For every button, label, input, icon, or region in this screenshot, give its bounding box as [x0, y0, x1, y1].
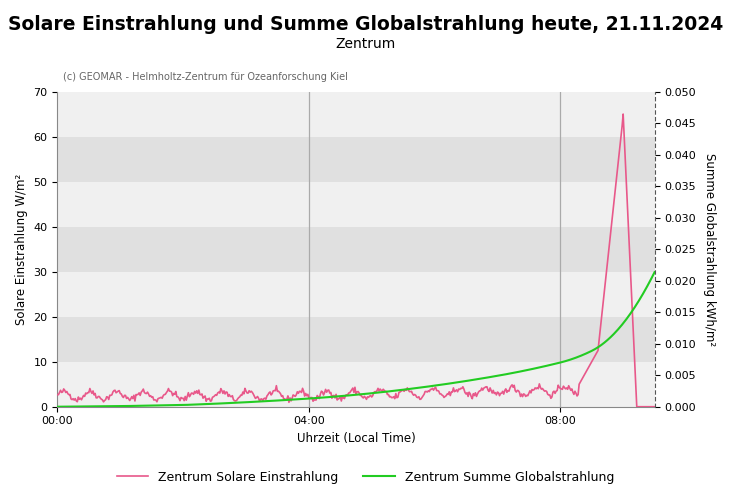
- Zentrum Summe Globalstrahlung: [53, 404, 62, 409]
- Line: Zentrum Solare Einstrahlung: Zentrum Solare Einstrahlung: [58, 114, 654, 406]
- Bar: [58, 272, 654, 316]
- Bar: [58, 362, 654, 406]
- Zentrum Summe Globalstrahlung: [504, 370, 513, 376]
- Bar: [58, 182, 654, 226]
- Zentrum Solare Einstrahlung: [650, 404, 659, 409]
- Zentrum Solare Einstrahlung: [330, 395, 339, 401]
- Zentrum Summe Globalstrahlung: [330, 394, 339, 400]
- Zentrum Summe Globalstrahlung: [188, 402, 197, 407]
- Y-axis label: Summe Globalstrahlung kWh/m²: Summe Globalstrahlung kWh/m²: [703, 152, 716, 346]
- Text: Solare Einstrahlung und Summe Globalstrahlung heute, 21.11.2024: Solare Einstrahlung und Summe Globalstra…: [8, 15, 723, 34]
- Zentrum Solare Einstrahlung: [108, 389, 117, 395]
- Zentrum Solare Einstrahlung: [618, 111, 627, 117]
- Zentrum Solare Einstrahlung: [632, 404, 641, 409]
- Zentrum Summe Globalstrahlung: [218, 400, 227, 406]
- X-axis label: Uhrzeit (Local Time): Uhrzeit (Local Time): [297, 432, 415, 445]
- Text: (c) GEOMAR - Helmholtz-Zentrum für Ozeanforschung Kiel: (c) GEOMAR - Helmholtz-Zentrum für Ozean…: [64, 72, 348, 82]
- Zentrum Solare Einstrahlung: [53, 392, 62, 398]
- Line: Zentrum Summe Globalstrahlung: Zentrum Summe Globalstrahlung: [58, 272, 654, 406]
- Zentrum Solare Einstrahlung: [188, 390, 197, 396]
- Zentrum Solare Einstrahlung: [177, 394, 186, 400]
- Text: Zentrum: Zentrum: [336, 38, 395, 52]
- Zentrum Solare Einstrahlung: [218, 388, 227, 394]
- Bar: [58, 92, 654, 136]
- Legend: Zentrum Solare Einstrahlung, Zentrum Summe Globalstrahlung: Zentrum Solare Einstrahlung, Zentrum Sum…: [112, 466, 619, 489]
- Zentrum Summe Globalstrahlung: [650, 269, 659, 275]
- Y-axis label: Solare Einstrahlung W/m²: Solare Einstrahlung W/m²: [15, 174, 28, 325]
- Zentrum Summe Globalstrahlung: [108, 403, 117, 409]
- Zentrum Summe Globalstrahlung: [177, 402, 186, 408]
- Zentrum Solare Einstrahlung: [504, 388, 513, 394]
